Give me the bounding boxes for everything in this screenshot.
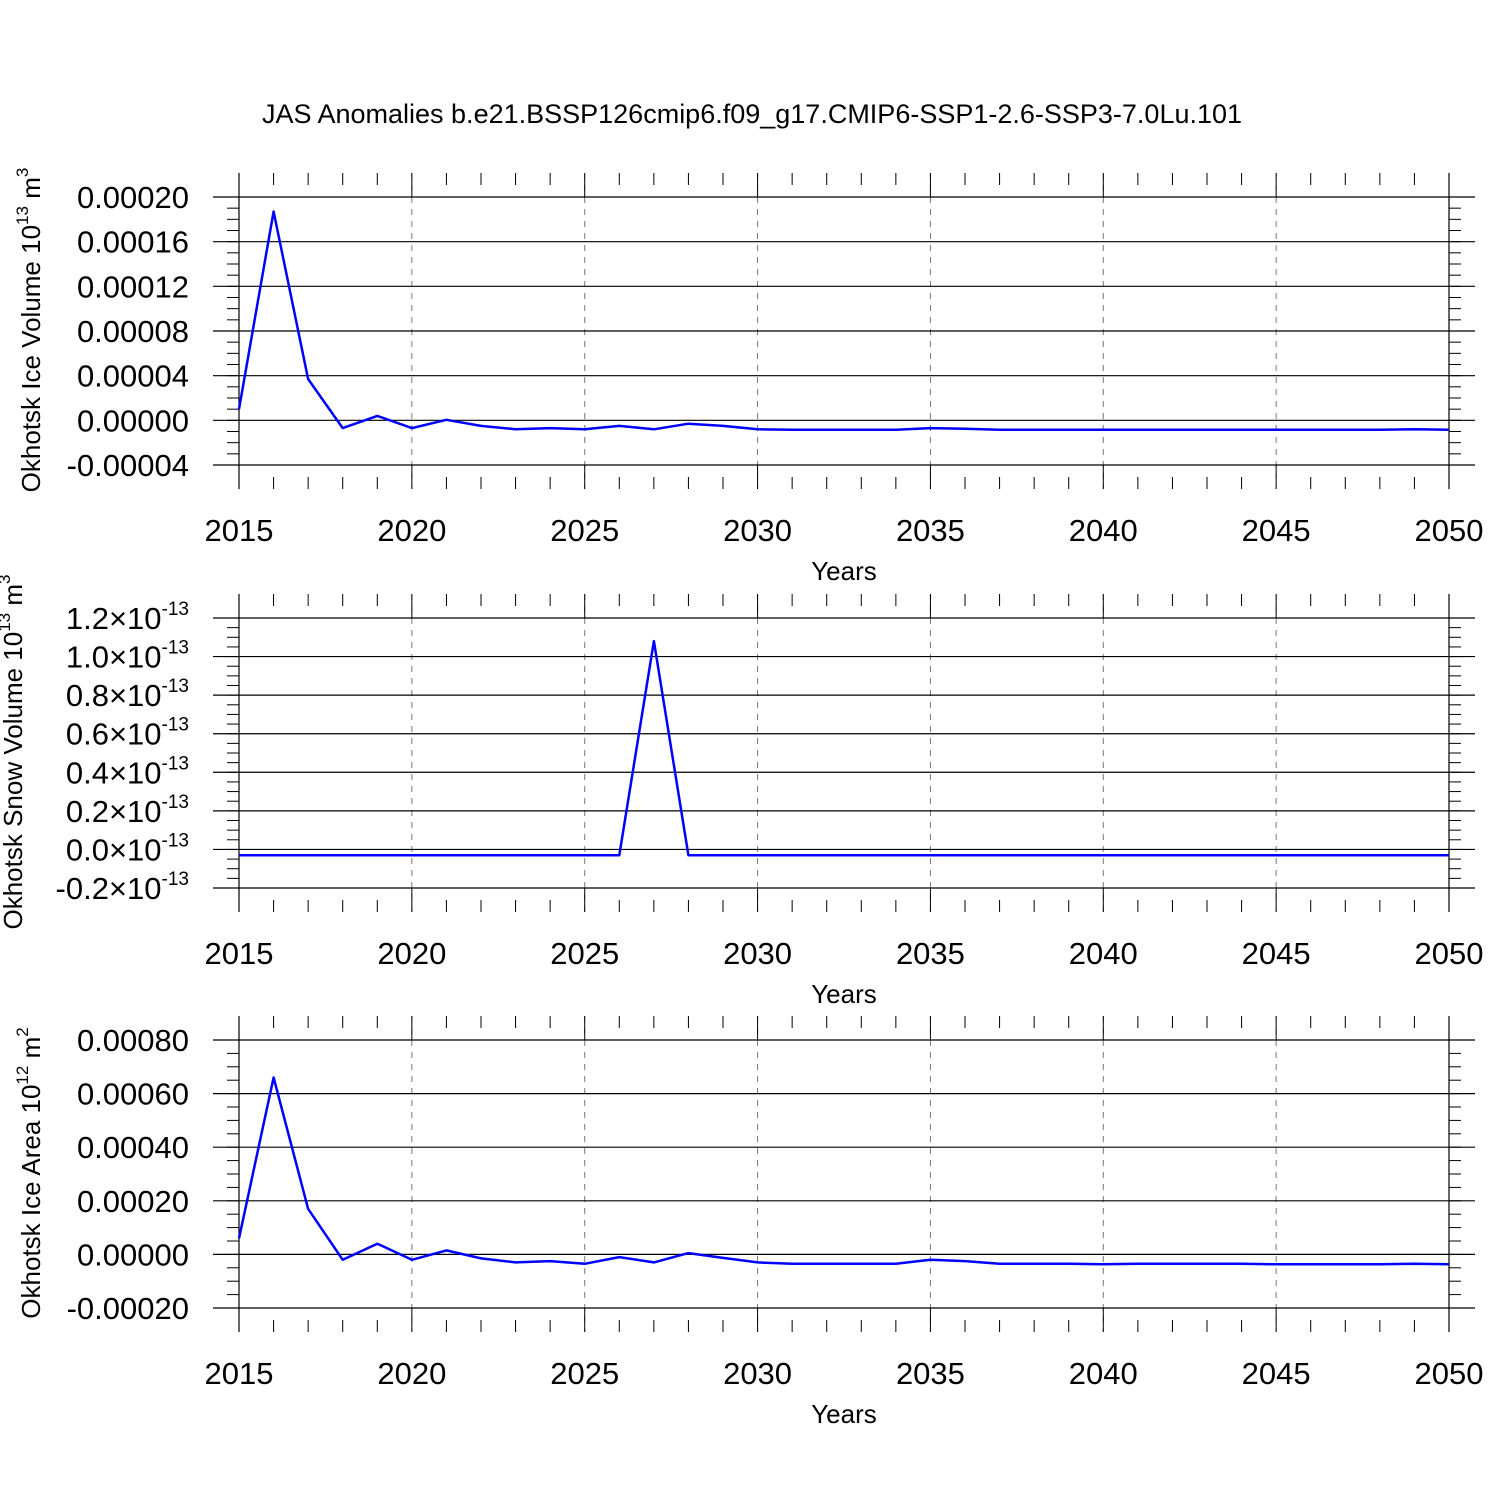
y-tick-label: 0.00060: [77, 1077, 189, 1112]
x-tick-label: 2030: [723, 936, 792, 971]
y-tick-label: 0.00040: [77, 1130, 189, 1165]
x-tick-label: 2025: [550, 1356, 619, 1391]
y-tick-label: 0.8×10-13: [66, 676, 189, 713]
x-tick-label: 2045: [1242, 936, 1311, 971]
y-tick-label: 0.6×10-13: [66, 715, 189, 752]
x-axis-label: Years: [811, 979, 877, 1009]
x-axis-label: Years: [811, 1399, 877, 1429]
y-tick-label: 1.2×10-13: [66, 599, 189, 636]
x-axis-label: Years: [811, 556, 877, 586]
y-tick-label: 0.00008: [77, 314, 189, 349]
x-tick-label: 2015: [205, 513, 274, 548]
x-tick-label: 2050: [1415, 513, 1484, 548]
y-axis-label: Okhotsk Snow Volume 1013 m3: [0, 575, 28, 930]
y-tick-label: 0.00020: [77, 180, 189, 215]
x-tick-label: 2015: [205, 1356, 274, 1391]
x-tick-label: 2030: [723, 1356, 792, 1391]
chart-title: JAS Anomalies b.e21.BSSP126cmip6.f09_g17…: [262, 99, 1242, 129]
x-tick-label: 2045: [1242, 1356, 1311, 1391]
x-tick-label: 2030: [723, 513, 792, 548]
x-tick-label: 2040: [1069, 513, 1138, 548]
y-tick-label: 0.00016: [77, 225, 189, 260]
x-tick-label: 2050: [1415, 936, 1484, 971]
y-tick-label: -0.2×10-13: [56, 869, 189, 906]
data-series-line: [237, 210, 1450, 432]
data-series-line: [239, 639, 1449, 857]
y-tick-label: 0.2×10-13: [66, 792, 189, 829]
y-tick-label: 0.00020: [77, 1184, 189, 1219]
x-tick-label: 2035: [896, 936, 965, 971]
x-tick-label: 2020: [377, 1356, 446, 1391]
x-tick-label: 2050: [1415, 1356, 1484, 1391]
y-tick-label: 0.00080: [77, 1023, 189, 1058]
x-tick-label: 2025: [550, 513, 619, 548]
chart-panel-3: 0.00080 0.00060 0.00040 0.00020 0.00000 -0.00…: [13, 1016, 1483, 1429]
x-tick-label: 2035: [896, 1356, 965, 1391]
y-tick-label: 0.00000: [77, 1237, 189, 1272]
y-tick-label: 0.4×10-13: [66, 753, 189, 790]
y-tick-label: 0.0×10-13: [66, 830, 189, 867]
x-tick-label: 2020: [377, 936, 446, 971]
x-tick-label: 2040: [1069, 1356, 1138, 1391]
x-tick-label: 2045: [1242, 513, 1311, 548]
x-tick-label: 2040: [1069, 936, 1138, 971]
y-tick-label: 0.00000: [77, 403, 189, 438]
y-tick-label: -0.00004: [67, 448, 189, 483]
data-series-line: [237, 1076, 1450, 1266]
y-tick-label: 0.00012: [77, 269, 189, 304]
x-tick-label: 2020: [377, 513, 446, 548]
x-tick-label: 2025: [550, 936, 619, 971]
chart-panel-2: 1.2×10-131.0×10-130.8×10-130.6×10-130.4×…: [0, 575, 1483, 1010]
y-tick-label: 0.00004: [77, 359, 189, 394]
y-axis-label: Okhotsk Ice Area 1012 m2: [13, 1027, 46, 1318]
x-tick-label: 2035: [896, 513, 965, 548]
chart-panel-1: 0.00020 0.00016 0.00012 0.00008 0.00004 0.000…: [13, 168, 1483, 586]
x-tick-label: 2015: [205, 936, 274, 971]
y-axis-label: Okhotsk Ice Volume 1013 m3: [13, 168, 46, 493]
y-tick-label: 1.0×10-13: [66, 638, 189, 675]
y-tick-label: -0.00020: [67, 1291, 189, 1326]
